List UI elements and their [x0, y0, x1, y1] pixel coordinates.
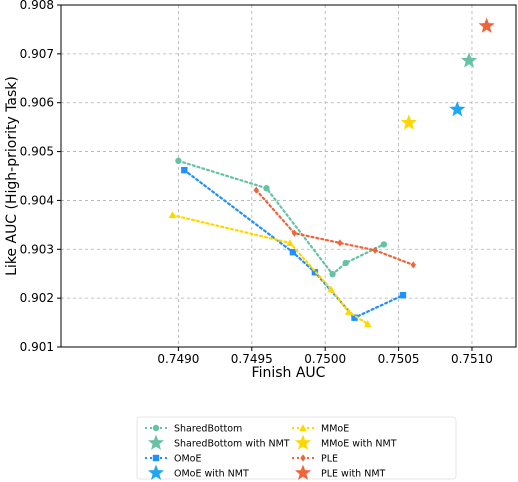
- x-tick-label: 0.7495: [231, 352, 273, 366]
- legend-label-sharedbottom: SharedBottom: [174, 424, 242, 435]
- legend-item-ple-with-nmt: PLE with NMT: [294, 464, 386, 480]
- legend-label-omoe: OMoE: [174, 454, 202, 465]
- series-layer: [168, 17, 495, 328]
- legend-label-omoe-with-nmt: OMoE with NMT: [174, 469, 249, 480]
- series-omoe-with-nmt: [449, 101, 466, 117]
- legend-marker-sharedbottom: [152, 424, 160, 432]
- x-tick-label: 0.7500: [304, 352, 346, 366]
- legend-label-mmoe: MMoE: [321, 424, 349, 435]
- data-point-omoe: [399, 292, 407, 299]
- data-point-ple: [253, 186, 259, 194]
- series-sharedbottom-with-nmt: [460, 52, 478, 68]
- data-point-mmoe: [363, 320, 372, 328]
- grid-layer: [61, 4, 516, 348]
- legend-item-omoe: OMoE: [145, 454, 202, 465]
- x-tick-label: 0.7510: [451, 352, 493, 366]
- y-tick-label: 0.906: [20, 96, 54, 110]
- legend-item-mmoe: MMoE: [292, 424, 349, 435]
- data-point-ple-with-nmt: [478, 17, 495, 33]
- data-point-sharedbottom: [329, 271, 336, 278]
- legend-label-sharedbottom-with-nmt: SharedBottom with NMT: [174, 439, 290, 450]
- data-point-omoe: [289, 249, 297, 256]
- series-line-mmoe: [171, 213, 369, 326]
- y-tick-label: 0.908: [20, 0, 54, 12]
- plot-frame: [60, 4, 517, 348]
- y-tick-label: 0.901: [20, 340, 54, 354]
- legend: SharedBottom SharedBottom with NMT OMoE OMo…: [136, 416, 457, 480]
- data-point-omoe-with-nmt: [449, 101, 466, 117]
- series-sharedbottom: [175, 157, 388, 278]
- legend-marker-ple-with-nmt: [294, 464, 312, 480]
- data-point-sharedbottom: [263, 185, 270, 192]
- series-omoe: [181, 166, 407, 321]
- legend-item-mmoe-with-nmt: MMoE with NMT: [294, 434, 397, 450]
- legend-label-ple-with-nmt: PLE with NMT: [321, 469, 386, 480]
- data-point-omoe: [351, 314, 358, 321]
- tick-layer: 0.7490 0.7495 0.7500 0.7505 0.7510 0.901 0.902…: [20, 0, 493, 366]
- legend-marker-sharedbottom-with-nmt: [147, 434, 165, 450]
- series-line-ple: [255, 189, 415, 267]
- legend-frame: [136, 416, 457, 480]
- series-line-omoe: [183, 169, 405, 320]
- series-mmoe: [168, 211, 372, 328]
- data-point-mmoe: [286, 239, 294, 246]
- legend-marker-mmoe: [299, 424, 307, 432]
- x-tick-label: 0.7505: [378, 352, 420, 366]
- data-point-ple: [337, 239, 343, 247]
- x-tick-label: 0.7490: [157, 352, 199, 366]
- y-tick-label: 0.907: [20, 47, 54, 61]
- y-tick-label: 0.904: [20, 193, 54, 207]
- legend-item-sharedbottom: SharedBottom: [145, 424, 242, 435]
- y-tick-label: 0.903: [20, 242, 54, 256]
- y-tick-label: 0.902: [20, 291, 54, 305]
- y-tick-label: 0.905: [20, 145, 54, 159]
- legend-item-ple: PLE: [292, 454, 338, 465]
- x-axis-label: Finish AUC: [252, 365, 326, 381]
- data-point-sharedbottom: [175, 157, 182, 165]
- series-ple: [253, 186, 416, 269]
- series-ple-with-nmt: [478, 17, 495, 33]
- legend-item-sharedbottom-with-nmt: SharedBottom with NMT: [147, 434, 290, 450]
- legend-marker-omoe: [152, 454, 160, 462]
- data-point-sharedbottom: [342, 259, 349, 267]
- data-point-mmoe-with-nmt: [400, 114, 417, 130]
- data-point-omoe: [311, 269, 319, 276]
- data-point-mmoe: [168, 211, 177, 219]
- legend-marker-ple: [300, 454, 306, 462]
- legend-label-mmoe-with-nmt: MMoE with NMT: [321, 439, 397, 450]
- data-point-sharedbottom-with-nmt: [460, 52, 478, 68]
- data-point-ple: [291, 229, 298, 237]
- legend-marker-omoe-with-nmt: [147, 464, 165, 480]
- legend-label-ple: PLE: [321, 454, 338, 465]
- data-point-omoe: [181, 166, 188, 174]
- data-point-ple: [372, 246, 378, 254]
- data-point-mmoe: [327, 285, 335, 293]
- series-mmoe-with-nmt: [400, 114, 417, 130]
- y-axis-label: Like AUC (High-priority Task): [4, 76, 20, 276]
- data-point-ple: [410, 261, 416, 269]
- legend-marker-mmoe-with-nmt: [294, 434, 312, 450]
- legend-item-omoe-with-nmt: OMoE with NMT: [147, 464, 249, 480]
- data-point-sharedbottom: [380, 241, 388, 248]
- data-point-mmoe: [344, 308, 353, 315]
